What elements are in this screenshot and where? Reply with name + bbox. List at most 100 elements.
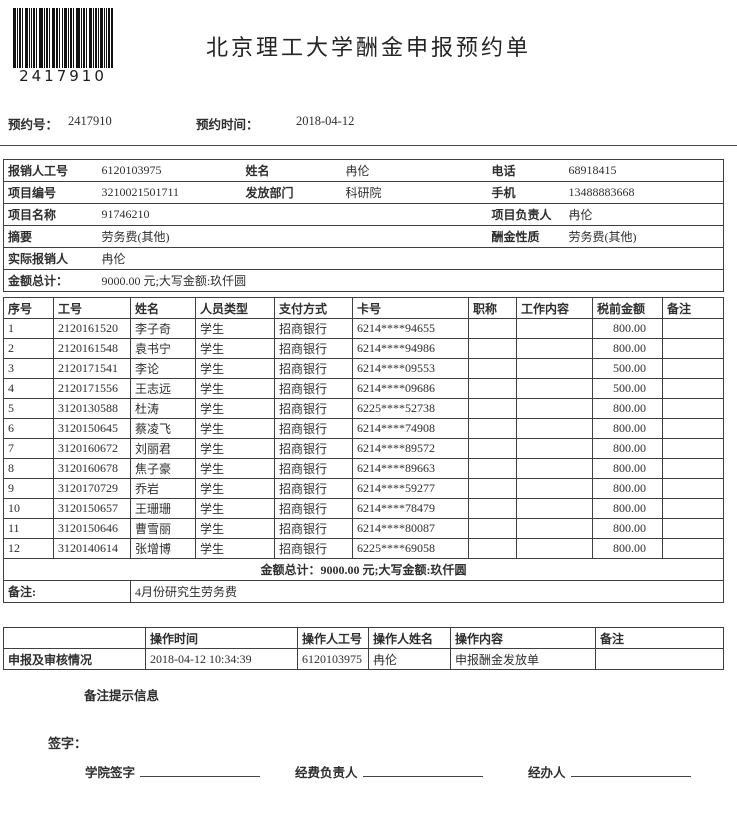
payee-row: 11 3120150646 曹雪丽 学生 招商银行 6214****80087 …: [3, 518, 724, 539]
cell-person-type: 学生: [195, 498, 275, 519]
cell-name: 李论: [130, 358, 196, 379]
cell-title: [468, 418, 517, 439]
cell-employee-id: 3120160672: [53, 438, 131, 459]
cell-title: [468, 318, 517, 339]
cell-card-no: 6225****52738: [352, 398, 469, 419]
cell-card-no: 6214****89572: [352, 438, 469, 459]
cell-pay-method: 招商银行: [274, 358, 353, 379]
cell-name: 王珊珊: [130, 498, 196, 519]
project-no-label: 项目编号: [3, 181, 98, 204]
col-empty: [3, 627, 146, 649]
page-title: 北京理工大学酬金申报预约单: [205, 35, 531, 60]
cell-seq: 3: [3, 358, 54, 379]
col-seq: 序号: [3, 297, 54, 319]
cell-pay-method: 招商银行: [274, 538, 353, 559]
cell-seq: 2: [3, 338, 54, 359]
fund-manager-signature-line: [362, 762, 483, 777]
cell-name: 袁书宁: [130, 338, 196, 359]
cell-pretax-amount: 800.00: [592, 478, 663, 499]
cell-pretax-amount: 800.00: [592, 398, 663, 419]
actual-person-value: 冉伦: [97, 247, 724, 270]
cell-person-type: 学生: [195, 338, 275, 359]
phone-value: 68918415: [564, 159, 724, 182]
cell-employee-id: 2120171541: [53, 358, 131, 379]
amount-total-label: 金额总计：: [8, 274, 69, 288]
cell-person-type: 学生: [195, 458, 275, 479]
phone-label: 电话: [487, 159, 565, 182]
cell-seq: 12: [3, 538, 54, 559]
cell-name: 焦子豪: [130, 458, 196, 479]
cell-seq: 6: [3, 418, 54, 439]
cell-card-no: 6225****69058: [352, 538, 469, 559]
cell-remark: [662, 418, 724, 439]
cell-person-type: 学生: [195, 538, 275, 559]
payee-table-header-row: 序号 工号 姓名 人员类型 支付方式 卡号 职称 工作内容 税前金额 备注: [3, 297, 724, 319]
header-divider: [0, 145, 737, 146]
payee-row: 10 3120150657 王珊珊 学生 招商银行 6214****78479 …: [3, 498, 724, 519]
cell-employee-id: 3120170729: [53, 478, 131, 499]
info-row-1: 报销人工号 6120103975 姓名 冉伦 电话 68918415: [3, 159, 724, 182]
handler-signature-group: 经办人: [528, 762, 691, 781]
payee-row: 3 2120171541 李论 学生 招商银行 6214****09553 50…: [3, 358, 724, 379]
audit-op-employee-id: 6120103975: [297, 648, 369, 670]
table-remark-label: 备注:: [3, 580, 131, 603]
cell-title: [468, 338, 517, 359]
audit-header-row: 操作时间 操作人工号 操作人姓名 操作内容 备注: [3, 627, 724, 649]
fund-manager-label: 经费负责人: [295, 766, 358, 780]
cell-seq: 7: [3, 438, 54, 459]
cell-remark: [662, 478, 724, 499]
cell-employee-id: 3120150645: [53, 418, 131, 439]
payee-row: 1 2120161520 李子奇 学生 招商银行 6214****94655 8…: [3, 318, 724, 339]
cell-work-content: [516, 338, 593, 359]
payee-row: 4 2120171556 王志远 学生 招商银行 6214****09686 5…: [3, 378, 724, 399]
cell-work-content: [516, 478, 593, 499]
cell-work-content: [516, 378, 593, 399]
cell-pay-method: 招商银行: [274, 398, 353, 419]
cell-pretax-amount: 800.00: [592, 458, 663, 479]
cell-card-no: 6214****09553: [352, 358, 469, 379]
cell-seq: 4: [3, 378, 54, 399]
employee-no-label: 报销人工号: [3, 159, 98, 182]
cell-seq: 1: [3, 318, 54, 339]
summary-value: 劳务费(其他): [97, 225, 488, 248]
college-signature-line: [140, 762, 261, 777]
nature-label: 酬金性质: [487, 225, 565, 248]
project-no-value: 3210021501711: [97, 181, 242, 204]
cell-employee-id: 2120171556: [53, 378, 131, 399]
payee-row: 7 3120160672 刘丽君 学生 招商银行 6214****89572 8…: [3, 438, 724, 459]
cell-name: 刘丽君: [130, 438, 196, 459]
name-value: 冉伦: [341, 159, 488, 182]
fund-manager-signature-group: 经费负责人: [295, 762, 483, 781]
audit-op-name: 冉伦: [368, 648, 451, 670]
cell-pay-method: 招商银行: [274, 378, 353, 399]
project-name-value: 91746210: [97, 203, 488, 226]
cell-work-content: [516, 538, 593, 559]
cell-person-type: 学生: [195, 358, 275, 379]
cell-name: 王志远: [130, 378, 196, 399]
signature-section-label: 签字：: [48, 736, 88, 751]
audit-op-time: 2018-04-12 10:34:39: [145, 648, 298, 670]
signature-row: 学院签字 经费负责人 经办人: [0, 762, 737, 782]
cell-seq: 8: [3, 458, 54, 479]
cell-remark: [662, 338, 724, 359]
amount-total-value: 9000.00 元;大写金额:玖仟圆: [101, 274, 247, 288]
cell-work-content: [516, 358, 593, 379]
cell-remark: [662, 498, 724, 519]
barcode-icon: [13, 8, 113, 68]
cell-person-type: 学生: [195, 318, 275, 339]
cell-card-no: 6214****59277: [352, 478, 469, 499]
col-name: 姓名: [130, 297, 196, 319]
cell-remark: [662, 378, 724, 399]
cell-work-content: [516, 498, 593, 519]
cell-pay-method: 招商银行: [274, 338, 353, 359]
col-op-content: 操作内容: [450, 627, 596, 649]
cell-employee-id: 3120140614: [53, 538, 131, 559]
summary-label: 摘要: [3, 225, 98, 248]
cell-pay-method: 招商银行: [274, 478, 353, 499]
cell-remark: [662, 438, 724, 459]
cell-pay-method: 招商银行: [274, 458, 353, 479]
col-op-employee-id: 操作人工号: [297, 627, 369, 649]
cell-pretax-amount: 800.00: [592, 418, 663, 439]
cell-work-content: [516, 398, 593, 419]
payee-row: 2 2120161548 袁书宁 学生 招商银行 6214****94986 8…: [3, 338, 724, 359]
